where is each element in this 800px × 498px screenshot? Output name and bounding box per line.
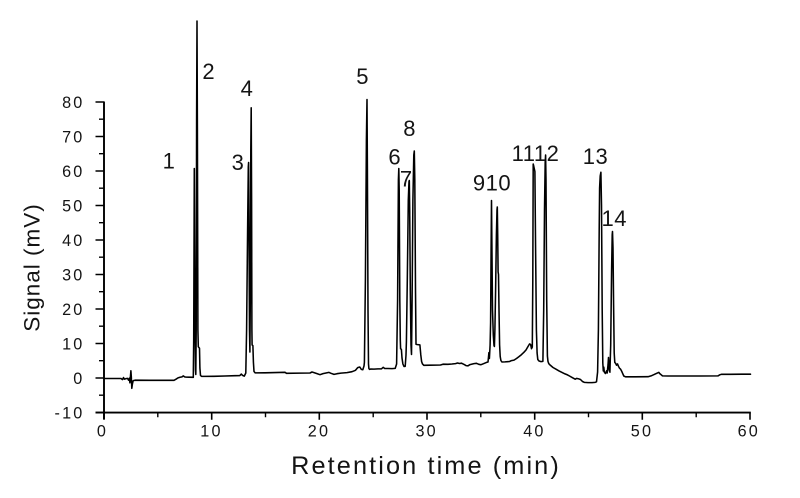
svg-text:40: 40 xyxy=(523,423,545,441)
svg-text:60: 60 xyxy=(738,423,760,441)
svg-text:910: 910 xyxy=(473,171,511,196)
svg-text:14: 14 xyxy=(602,206,627,231)
svg-text:0: 0 xyxy=(73,370,84,388)
svg-text:-10: -10 xyxy=(55,404,85,422)
svg-text:5: 5 xyxy=(356,64,369,89)
svg-text:Signal (mV): Signal (mV) xyxy=(20,203,45,332)
svg-text:Retention time (min): Retention time (min) xyxy=(291,452,561,480)
svg-text:6: 6 xyxy=(388,145,401,170)
svg-text:20: 20 xyxy=(62,301,84,319)
svg-text:3: 3 xyxy=(232,150,245,175)
svg-text:10: 10 xyxy=(62,335,84,353)
svg-text:20: 20 xyxy=(308,423,330,441)
svg-text:40: 40 xyxy=(62,232,84,250)
svg-text:30: 30 xyxy=(62,266,84,284)
svg-text:80: 80 xyxy=(62,94,84,112)
svg-text:13: 13 xyxy=(583,144,608,169)
svg-text:0: 0 xyxy=(97,423,108,441)
svg-text:30: 30 xyxy=(415,423,437,441)
svg-text:50: 50 xyxy=(62,197,84,215)
svg-text:10: 10 xyxy=(200,423,222,441)
svg-text:7: 7 xyxy=(400,166,413,191)
svg-text:50: 50 xyxy=(631,423,653,441)
svg-text:70: 70 xyxy=(62,128,84,146)
svg-text:60: 60 xyxy=(62,163,84,181)
svg-text:4: 4 xyxy=(241,76,254,101)
svg-text:8: 8 xyxy=(403,116,416,141)
svg-text:1: 1 xyxy=(163,149,176,174)
svg-text:2: 2 xyxy=(202,59,215,84)
svg-text:1112: 1112 xyxy=(512,141,560,166)
